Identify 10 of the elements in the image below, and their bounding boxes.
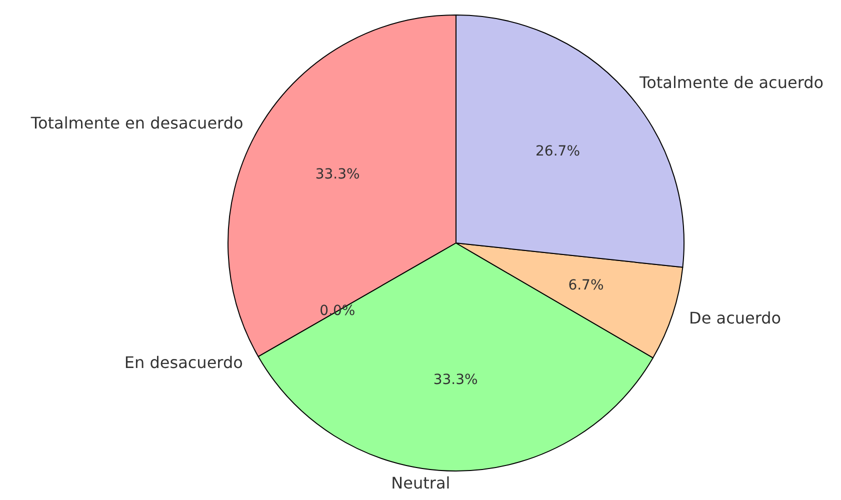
text: 0.0% — [320, 303, 356, 320]
slice-label: Totalmente de acuerdo — [638, 73, 824, 92]
slice-label: De acuerdo — [689, 308, 782, 328]
data-label: 33.3% — [315, 166, 360, 182]
slice-label: Totalmente en desacuerdo — [30, 113, 244, 132]
slice-label: Neutral — [391, 474, 450, 492]
data-label: 26.7% — [536, 144, 580, 160]
data-label: 6.7% — [568, 278, 604, 294]
category-label: En desacuerdo — [124, 353, 243, 372]
data-label: 33.3% — [433, 372, 478, 388]
